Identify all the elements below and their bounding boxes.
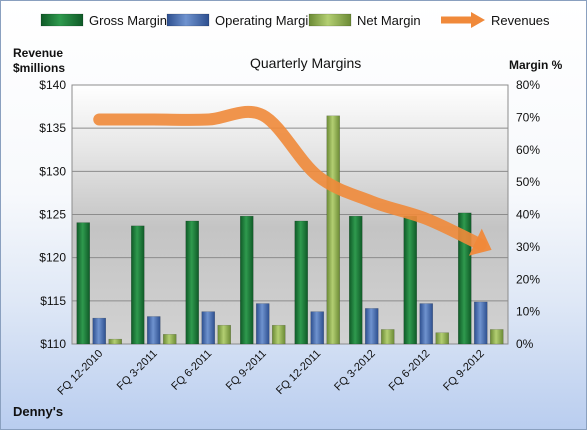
bar-net-margin: [381, 329, 395, 345]
bar-net-margin: [490, 329, 504, 345]
bar-operating-margin: [201, 311, 215, 345]
bar-net-margin: [272, 324, 286, 345]
x-tick-label: FQ 12-2010: [55, 348, 105, 398]
y-left-tick-label: $110: [40, 337, 66, 351]
y-left-label-line1: Revenue: [13, 46, 63, 60]
bar-operating-margin: [256, 303, 270, 345]
y-left-tick-label: $120: [39, 251, 66, 265]
x-tick-label: FQ 6-2011: [169, 348, 214, 393]
bar-operating-margin: [419, 303, 433, 345]
y-right-tick-label: 20%: [516, 272, 540, 286]
bar-gross-margin: [131, 225, 145, 345]
y-left-label-line2: $millions: [13, 61, 65, 75]
company-label: Denny's: [13, 404, 63, 419]
x-tick-label: FQ 3-2011: [115, 348, 160, 393]
legend-label: Net Margin: [357, 13, 421, 28]
x-tick-label: FQ 12-2011: [274, 348, 323, 397]
bar-gross-margin: [458, 212, 472, 345]
x-tick-label: FQ 6-2012: [387, 348, 433, 394]
revenue-line: [93, 105, 492, 256]
y-right-tick-label: 80%: [516, 78, 540, 92]
y-right-tick-label: 40%: [516, 208, 540, 222]
y-left-tick-label: $130: [39, 164, 66, 178]
y-right-tick-label: 50%: [516, 175, 540, 189]
bars: [76, 115, 504, 345]
x-tick-label: FQ 9-2012: [441, 348, 487, 394]
bar-net-margin: [217, 324, 231, 345]
bar-net-margin: [108, 338, 122, 345]
bar-gross-margin: [185, 220, 199, 345]
bar-gross-margin: [76, 222, 90, 345]
bar-gross-margin: [240, 215, 254, 345]
bar-gross-margin: [403, 215, 417, 345]
gridlines: [72, 84, 508, 345]
bar-gross-margin: [349, 215, 363, 345]
bar-net-margin: [435, 332, 449, 345]
y-right-tick-label: 0%: [516, 337, 534, 351]
y-right-tick-label: 10%: [516, 305, 540, 319]
bar-gross-margin: [294, 220, 308, 345]
x-tick-label: FQ 3-2012: [332, 348, 378, 394]
y-right-label: Margin %: [509, 58, 563, 72]
legend-label: Gross Margin: [89, 13, 167, 28]
bar-net-margin: [326, 115, 340, 345]
bar-operating-margin: [365, 308, 379, 345]
legend-swatch: [166, 13, 210, 27]
bar-operating-margin: [92, 317, 106, 345]
revenue-line-path: [93, 105, 487, 251]
legend-label: Revenues: [491, 13, 550, 28]
legend: Gross Margin Operating Margin Net Margin Re…: [40, 12, 550, 28]
y-right-tick-label: 70%: [516, 110, 540, 124]
y-right-tick-label: 30%: [516, 240, 540, 254]
y-left-tick-label: $115: [40, 294, 66, 308]
bar-operating-margin: [474, 301, 488, 345]
x-tick-label: FQ 9-2011: [224, 348, 269, 393]
legend-arrow-icon: [471, 12, 485, 28]
bar-net-margin: [163, 334, 177, 345]
legend-label: Operating Margin: [215, 13, 315, 28]
y-right-tick-label: 60%: [516, 143, 540, 157]
legend-swatch: [308, 13, 352, 27]
bar-operating-margin: [310, 311, 324, 345]
bar-operating-margin: [147, 316, 161, 345]
chart-title: Quarterly Margins: [250, 55, 361, 71]
revenue-arrowhead: [468, 228, 492, 256]
y-left-tick-label: $135: [39, 121, 66, 135]
legend-swatch: [40, 13, 84, 27]
y-left-tick-label: $140: [39, 78, 66, 92]
y-left-tick-label: $125: [39, 208, 66, 222]
